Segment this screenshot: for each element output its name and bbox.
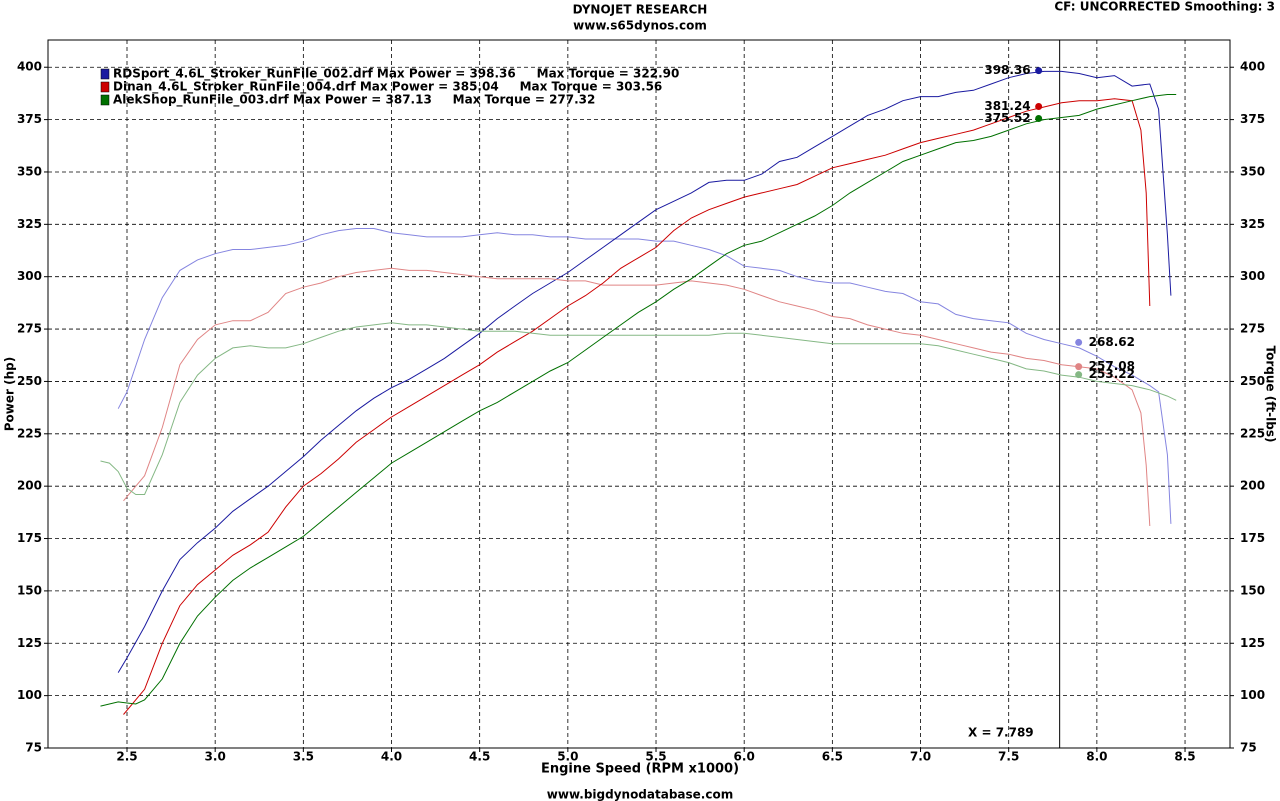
y2-tick-label: 200 <box>1240 479 1265 493</box>
y2-tick-label: 350 <box>1240 164 1265 178</box>
legend-swatch <box>100 81 110 93</box>
torque-readout: 253.22 <box>1089 367 1135 381</box>
y-tick-label: 150 <box>17 583 42 597</box>
x-tick-label: 2.5 <box>116 750 137 764</box>
y2-tick-label: 275 <box>1240 322 1265 336</box>
data-line <box>100 94 1177 707</box>
power-readout: 398.36 <box>984 63 1030 77</box>
data-line <box>123 98 1151 715</box>
data-line <box>123 267 1151 527</box>
chart-title: DYNOJET RESEARCH <box>573 3 708 17</box>
y-tick-label: 100 <box>17 688 42 702</box>
x-tick-label: 4.0 <box>381 750 402 764</box>
torque-readout-dot <box>1075 363 1083 371</box>
x-tick-label: 8.0 <box>1086 750 1107 764</box>
data-line <box>117 228 1172 524</box>
y-tick-label: 175 <box>17 531 42 545</box>
power-readout: 381.24 <box>984 99 1030 113</box>
y-tick-label: 325 <box>17 217 42 231</box>
x-tick-label: 5.0 <box>557 750 578 764</box>
data-line <box>117 70 1172 673</box>
torque-readout-dot <box>1075 338 1083 346</box>
y2-tick-label: 125 <box>1240 636 1265 650</box>
x-tick-label: 3.0 <box>205 750 226 764</box>
legend-entry: RDSport_4.6L_Stroker_RunFile_002.drf Max… <box>113 67 679 82</box>
y2-tick-label: 75 <box>1240 741 1257 755</box>
cursor-label: X = 7.789 <box>968 726 1034 740</box>
y2-tick-label: 100 <box>1240 688 1265 702</box>
power-readout: 375.52 <box>984 111 1030 125</box>
y-tick-label: 350 <box>17 164 42 178</box>
footer: www.bigdynodatabase.com <box>547 788 733 801</box>
x-axis-label: Engine Speed (RPM x1000) <box>541 762 739 777</box>
power-readout-dot <box>1035 67 1043 75</box>
y2-tick-label: 300 <box>1240 269 1265 283</box>
power-readout-dot <box>1035 103 1043 111</box>
y2-tick-label: 400 <box>1240 60 1265 74</box>
y2-tick-label: 250 <box>1240 374 1265 388</box>
x-tick-label: 8.5 <box>1174 750 1195 764</box>
power-readout-dot <box>1035 115 1043 123</box>
torque-readout: 268.62 <box>1089 335 1135 349</box>
y-tick-label: 300 <box>17 269 42 283</box>
y-tick-label: 250 <box>17 374 42 388</box>
legend-swatch <box>100 68 110 80</box>
y2-tick-label: 150 <box>1240 583 1265 597</box>
settings-note: CF: UNCORRECTED Smoothing: 3 <box>1054 0 1275 14</box>
torque-readout: 257.08 <box>1089 359 1135 373</box>
x-tick-label: 7.5 <box>998 750 1019 764</box>
y-tick-label: 400 <box>17 60 42 74</box>
plot-frame <box>47 39 1231 749</box>
x-tick-label: 6.5 <box>822 750 843 764</box>
y-tick-label: 375 <box>17 112 42 126</box>
data-line <box>100 322 1177 495</box>
y-tick-label: 275 <box>17 322 42 336</box>
y2-tick-label: 375 <box>1240 112 1265 126</box>
y2-tick-label: 175 <box>1240 531 1265 545</box>
legend-entry: AlekShop_RunFile_003.drf Max Power = 387… <box>113 93 595 108</box>
x-tick-label: 5.5 <box>645 750 666 764</box>
x-tick-label: 3.5 <box>293 750 314 764</box>
y-tick-label: 225 <box>17 426 42 440</box>
x-tick-label: 4.5 <box>469 750 490 764</box>
y-tick-label: 200 <box>17 479 42 493</box>
y-tick-label: 125 <box>17 636 42 650</box>
chart-subtitle: www.s65dynos.com <box>573 19 707 33</box>
y-tick-label: 75 <box>25 741 42 755</box>
y2-tick-label: 225 <box>1240 426 1265 440</box>
y-axis-label: Power (hp) <box>3 357 17 431</box>
legend-swatch <box>100 94 110 106</box>
torque-readout-dot <box>1075 371 1083 379</box>
y2-axis-label: Torque (ft-lbs) <box>1264 346 1278 443</box>
y2-tick-label: 325 <box>1240 217 1265 231</box>
x-tick-label: 6.0 <box>734 750 755 764</box>
x-tick-label: 7.0 <box>910 750 931 764</box>
legend-entry: Dinan_4.6L_Stroker_RunFile_004.drf Max P… <box>113 80 662 95</box>
